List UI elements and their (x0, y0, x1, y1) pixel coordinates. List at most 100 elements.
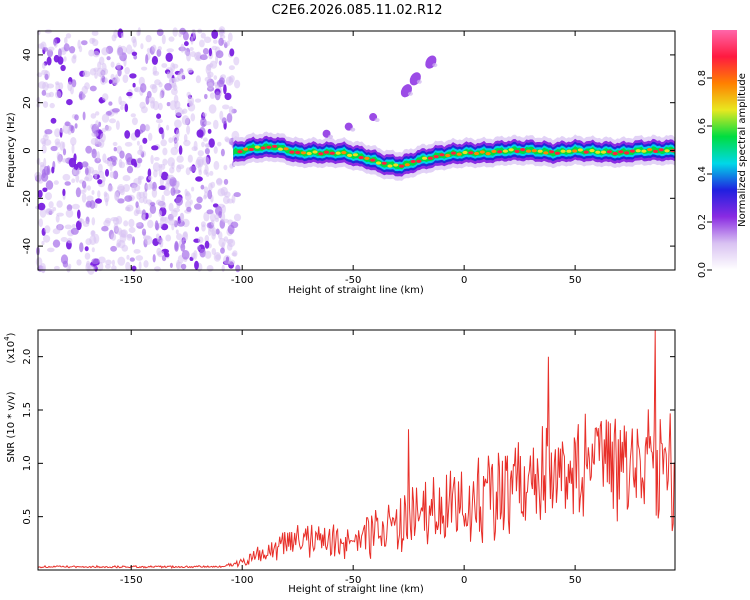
ridge-hotspot (306, 151, 312, 156)
noise-speck (117, 68, 122, 77)
noise-speck (163, 189, 171, 196)
noise-speck (215, 254, 222, 260)
noise-speck (91, 247, 95, 253)
noise-speck (186, 206, 192, 212)
noise-speck (211, 227, 217, 237)
noise-speck (164, 216, 169, 225)
noise-speck (218, 77, 225, 85)
noise-speck (59, 141, 65, 151)
noise-speck (136, 140, 140, 146)
noise-speck (104, 125, 112, 132)
noise-speck (82, 70, 91, 78)
noise-speck (215, 50, 224, 59)
noise-speck (41, 240, 45, 246)
noise-speck (82, 220, 90, 227)
noise-speck (62, 123, 71, 134)
noise-speck (151, 145, 159, 151)
ridge-hotspot (427, 156, 433, 160)
noise-speck (154, 266, 161, 272)
noise-speck (129, 257, 135, 262)
noise-speck (171, 82, 177, 89)
noise-speck (232, 250, 238, 257)
noise-speck (76, 259, 82, 266)
noise-speck (169, 166, 175, 174)
noise-speck (223, 178, 229, 185)
noise-speck (211, 45, 218, 51)
noise-speck (156, 247, 162, 256)
ridge-hotspot (595, 150, 601, 154)
noise-speck (54, 265, 60, 271)
noise-speck (138, 191, 145, 198)
ridge-hotspot (312, 150, 318, 154)
ridge-hotspot (289, 150, 295, 154)
noise-speck (130, 113, 136, 118)
noise-speck (156, 28, 164, 37)
ridge-hotspot (635, 149, 641, 153)
noise-speck (70, 125, 75, 134)
noise-speck (41, 144, 47, 154)
noise-speck (204, 148, 210, 155)
noise-speck (190, 113, 196, 122)
noise-speck (127, 234, 133, 239)
spectrogram-panel: -150 -100 -50 0 50 -40 -20 0 20 40 Height of str… (6, 26, 676, 296)
ridge-hotspot (525, 149, 532, 153)
noise-speck (124, 67, 130, 75)
noise-speck (63, 43, 70, 52)
noise-speck (180, 212, 185, 223)
noise-speck (133, 184, 141, 192)
noise-speck (191, 186, 195, 192)
ridge-hotspot (439, 153, 445, 157)
harmonic-blob-halo (407, 91, 413, 96)
y-tick-label: -20 (22, 190, 33, 206)
noise-speck (150, 154, 154, 165)
noise-speck (206, 265, 214, 272)
noise-speck (215, 228, 220, 235)
colorbar-tick-label: 0.4 (697, 166, 708, 182)
noise-speck (223, 255, 231, 265)
noise-speck (229, 75, 235, 83)
noise-speck (199, 39, 205, 48)
noise-speck (129, 73, 137, 79)
noise-speck (75, 187, 81, 198)
ridge-hotspot (283, 147, 289, 151)
noise-speck (222, 104, 230, 110)
ridge-hotspot (658, 148, 664, 152)
ridge-hotspot (445, 153, 451, 158)
noise-speck (210, 219, 215, 226)
noise-speck (169, 176, 177, 187)
noise-speck (62, 148, 67, 156)
ridge-hotspot (393, 163, 399, 167)
noise-speck (190, 51, 197, 58)
noise-speck (82, 92, 85, 101)
y-tick-label: 0 (22, 147, 33, 153)
noise-speck (124, 195, 133, 202)
noise-speck (134, 87, 139, 92)
noise-speck (54, 138, 61, 145)
noise-speck (149, 204, 157, 214)
noise-speck (151, 55, 158, 65)
noise-speck (84, 252, 91, 260)
noise-speck (214, 214, 220, 220)
noise-speck (215, 84, 220, 90)
noise-speck (180, 43, 185, 53)
noise-speck (138, 176, 142, 186)
noise-speck (116, 62, 121, 70)
noise-speck (53, 38, 57, 46)
noise-speck (135, 255, 144, 261)
noise-speck (60, 254, 69, 265)
noise-speck (143, 260, 149, 268)
noise-speck (158, 185, 167, 190)
noise-speck (138, 197, 145, 204)
noise-speck (141, 66, 148, 71)
y-tick-label: 1.5 (22, 402, 33, 418)
ridge-hotspot (468, 151, 474, 155)
noise-speck (103, 219, 111, 227)
noise-speck (57, 153, 62, 164)
ridge-hotspot (335, 151, 341, 155)
noise-speck (71, 55, 77, 64)
noise-speck (227, 224, 235, 235)
ridge-hotspot (318, 152, 324, 156)
noise-speck (233, 213, 242, 222)
noise-speck (86, 185, 91, 191)
noise-speck (231, 194, 236, 204)
